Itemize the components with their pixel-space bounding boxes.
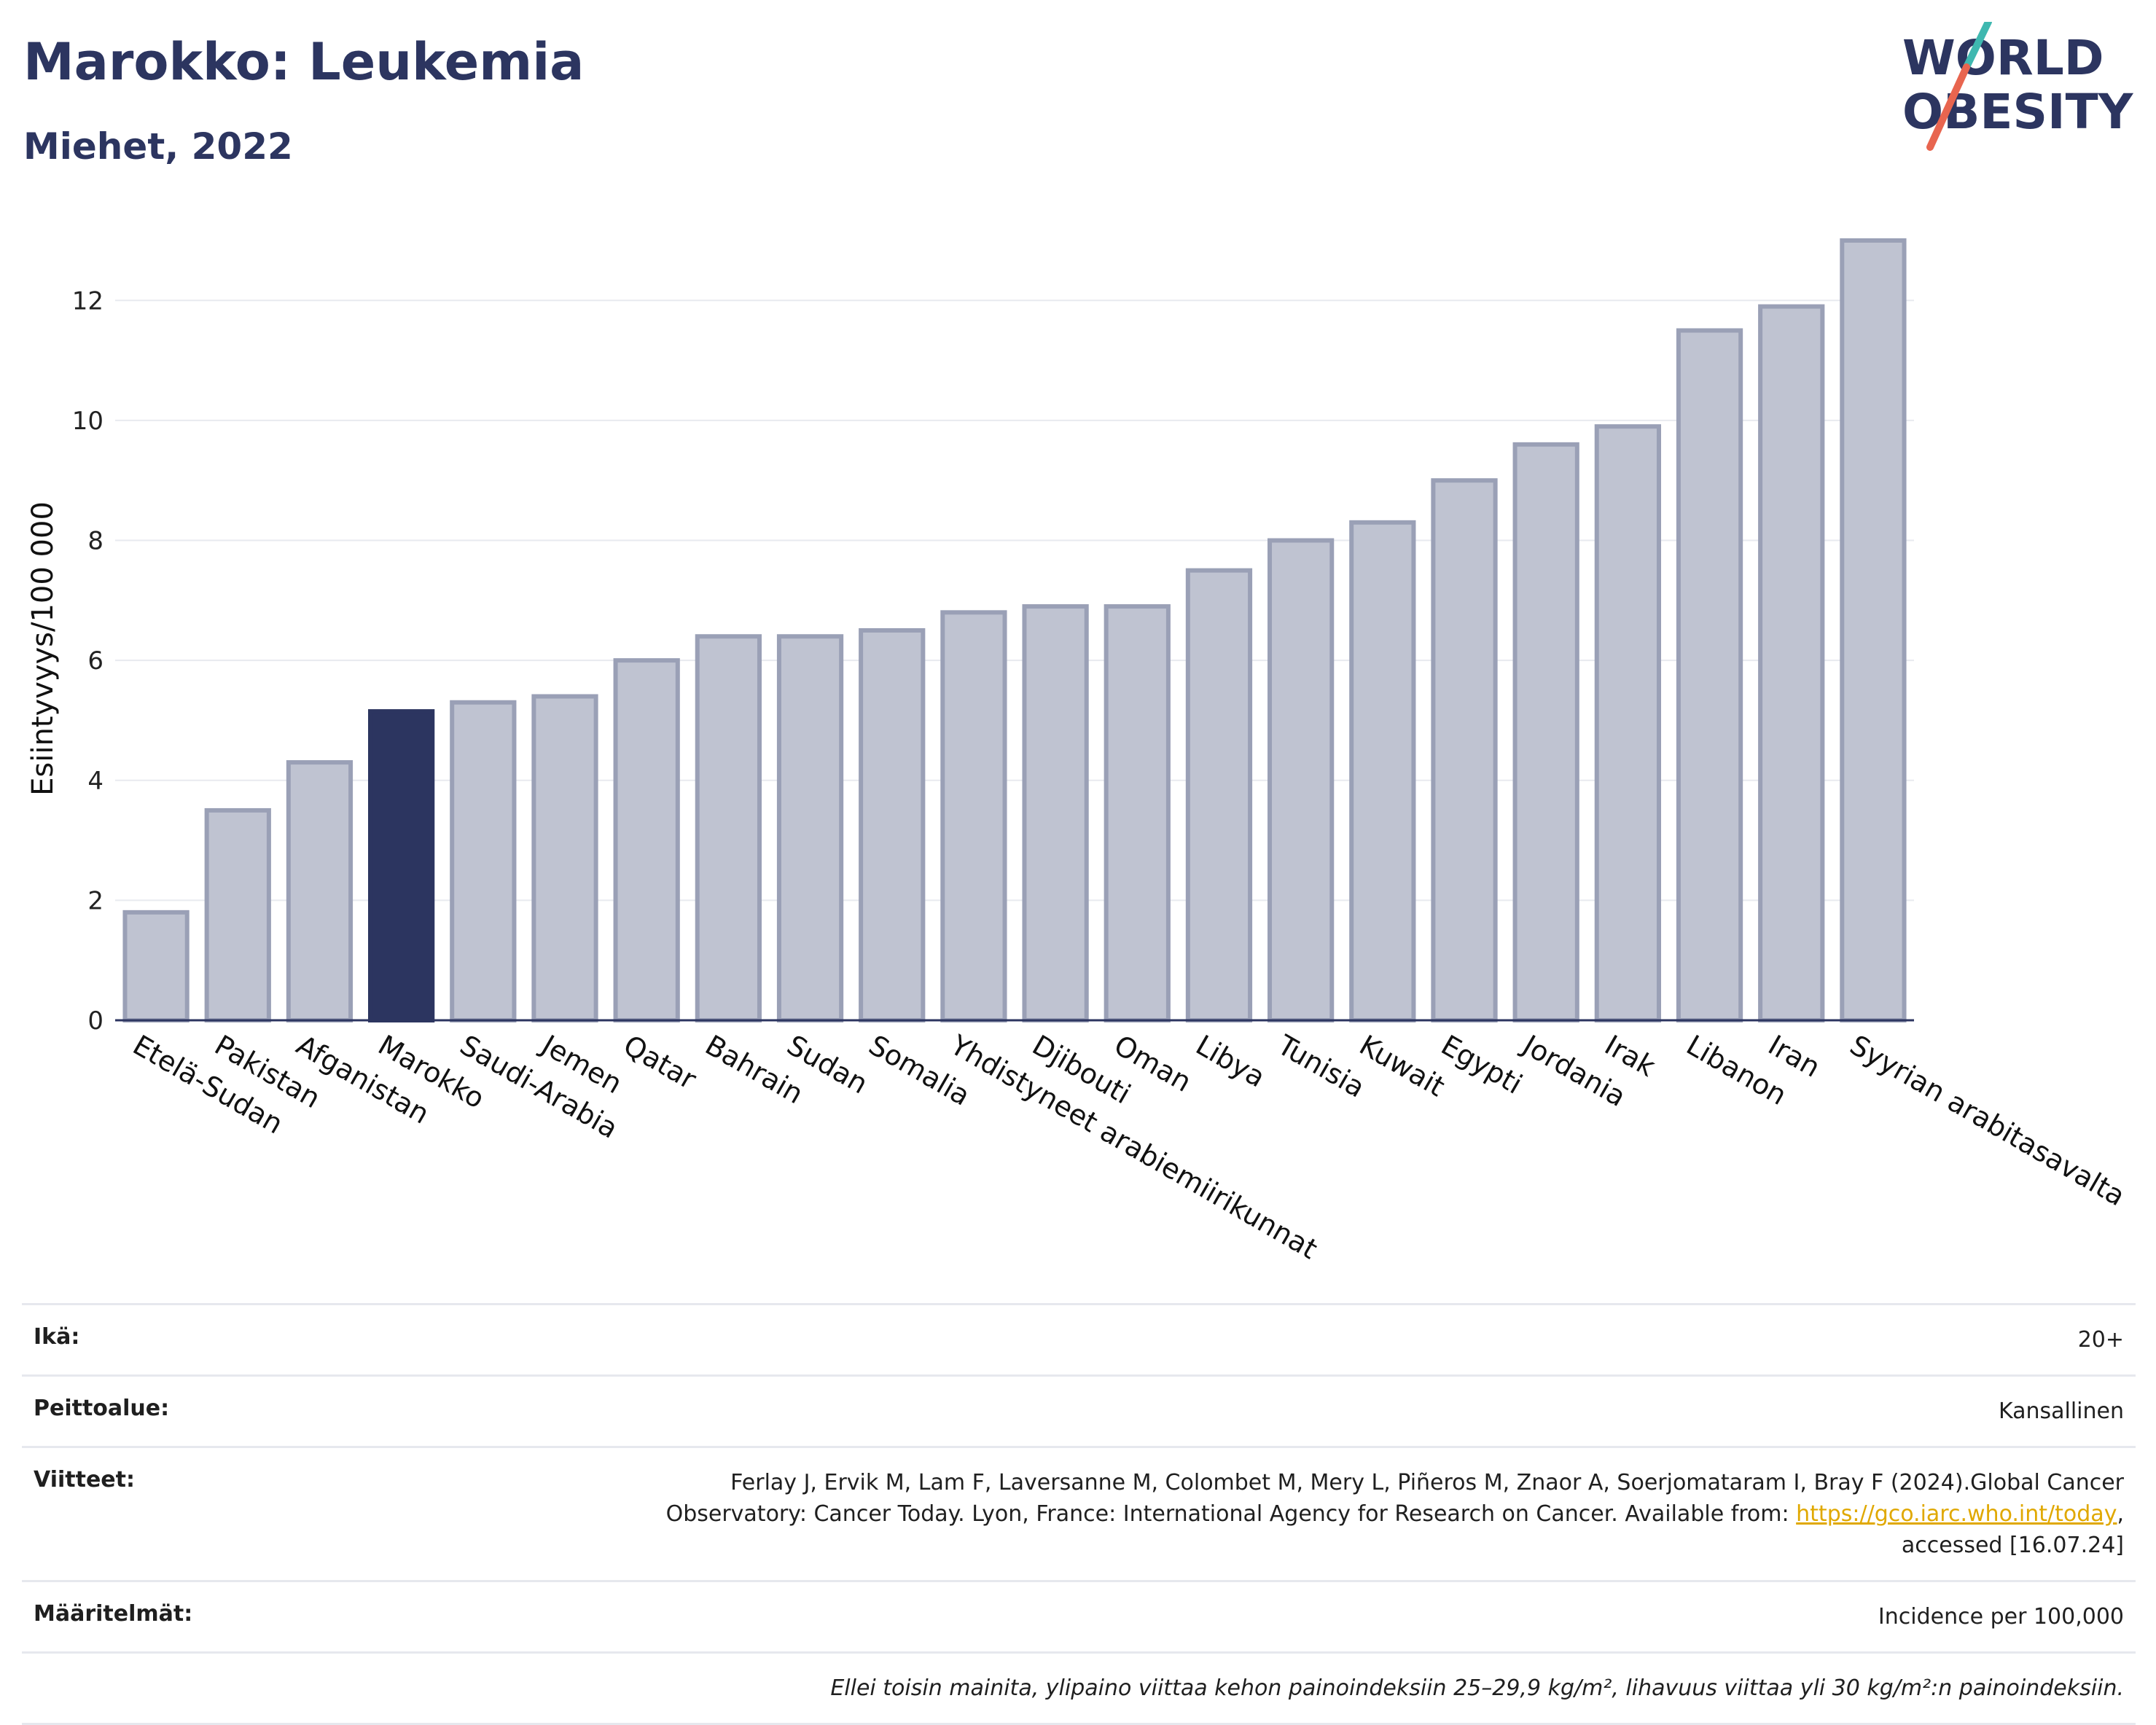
- coverage-label: Peittoalue:: [34, 1396, 170, 1421]
- bar-chart: 0 2 4 6 8 10 12 Etelä-SudanPakistanAfganistanM…: [26, 238, 2130, 1266]
- bar-jordania[interactable]: [1512, 442, 1579, 1022]
- info-table: Ikä: 20+ Peittoalue: Kansallinen Viittee…: [22, 1303, 2136, 1725]
- y-axis-ticks: 0 2 4 6 8 10 12: [72, 286, 103, 1036]
- bars: [122, 238, 1907, 1023]
- x-category-label: Kuwait: [1354, 1029, 1450, 1103]
- bar-afganistan[interactable]: [286, 760, 354, 1022]
- bar-somalia[interactable]: [859, 628, 926, 1022]
- obesity-note: Ellei toisin mainita, ylipaino viittaa k…: [830, 1675, 2124, 1701]
- bar-egypti[interactable]: [1431, 478, 1498, 1022]
- bar-djibouti[interactable]: [1022, 604, 1089, 1022]
- x-category-label: Egypti: [1436, 1029, 1528, 1100]
- y-tick-label: 8: [87, 527, 103, 556]
- bar-etelä-sudan[interactable]: [122, 910, 190, 1023]
- bar-kuwait[interactable]: [1349, 520, 1416, 1022]
- info-row-age: Ikä: 20+: [22, 1303, 2136, 1374]
- x-category-label: Syyrian arabitasavalta: [1845, 1029, 2130, 1213]
- definitions-value: Incidence per 100,000: [1878, 1604, 2124, 1630]
- chart-title: Marokko: Leukemia: [23, 32, 585, 92]
- bar-irak[interactable]: [1594, 424, 1661, 1022]
- bar-pakistan[interactable]: [204, 807, 271, 1023]
- info-row-coverage: Peittoalue: Kansallinen: [22, 1374, 2136, 1446]
- coverage-value: Kansallinen: [1998, 1399, 2124, 1424]
- references-link[interactable]: https://gco.iarc.who.int/today: [1796, 1501, 2117, 1527]
- info-row-references: Viitteet: Ferlay J, Ervik M, Lam F, Lave…: [22, 1446, 2136, 1580]
- references-label: Viitteet:: [34, 1467, 135, 1493]
- y-tick-label: 10: [72, 407, 103, 436]
- y-tick-label: 12: [72, 286, 103, 316]
- definitions-label: Määritelmät:: [34, 1601, 193, 1627]
- x-axis-labels: Etelä-SudanPakistanAfganistanMarokkoSaud…: [128, 1028, 2130, 1266]
- world-obesity-logo: WORLD OBESITY: [1902, 22, 2134, 151]
- references-line-1: Ferlay J, Ervik M, Lam F, Laversanne M, …: [730, 1470, 2124, 1495]
- references-value: Ferlay J, Ervik M, Lam F, Laversanne M, …: [665, 1470, 2124, 1558]
- age-label: Ikä:: [34, 1324, 80, 1350]
- bar-bahrain[interactable]: [695, 634, 762, 1022]
- x-category-label: Libya: [1190, 1029, 1270, 1094]
- y-tick-label: 4: [87, 767, 103, 796]
- age-value: 20+: [2077, 1327, 2124, 1353]
- bar-jemen[interactable]: [531, 694, 598, 1022]
- bar-syyrian-arabitasavalta[interactable]: [1840, 238, 1907, 1022]
- logo-text-world: WORLD: [1902, 30, 2104, 86]
- bar-iran[interactable]: [1758, 304, 1825, 1022]
- x-category-label: Qatar: [618, 1029, 702, 1096]
- bar-marokko[interactable]: [368, 709, 435, 1022]
- references-line-2: Observatory: Cancer Today. Lyon, France:…: [665, 1501, 1789, 1527]
- y-tick-label: 6: [87, 646, 103, 676]
- bar-oman[interactable]: [1104, 604, 1171, 1022]
- bar-qatar[interactable]: [613, 658, 680, 1023]
- bar-tunisia[interactable]: [1268, 538, 1335, 1022]
- bar-libya[interactable]: [1185, 568, 1253, 1022]
- info-row-note: Ellei toisin mainita, ylipaino viittaa k…: [22, 1651, 2136, 1725]
- info-row-definitions: Määritelmät: Incidence per 100,000: [22, 1580, 2136, 1651]
- y-tick-label: 2: [87, 886, 103, 915]
- bar-libanon[interactable]: [1676, 328, 1743, 1022]
- logo-slash-teal: [1963, 22, 1992, 71]
- y-tick-label: 0: [87, 1006, 103, 1036]
- bar-saudi-arabia[interactable]: [450, 700, 517, 1022]
- logo-slash-red: [1926, 63, 1970, 151]
- bar-sudan[interactable]: [776, 634, 844, 1022]
- x-category-label: Tunisia: [1272, 1028, 1370, 1104]
- y-axis-label: Esiintyvyys/100 000: [26, 501, 60, 796]
- references-line-3: accessed [16.07.24]: [1901, 1533, 2124, 1558]
- bar-yhdistyneet-arabiemiirikunnat[interactable]: [940, 610, 1007, 1022]
- chart-subtitle: Miehet, 2022: [23, 125, 293, 168]
